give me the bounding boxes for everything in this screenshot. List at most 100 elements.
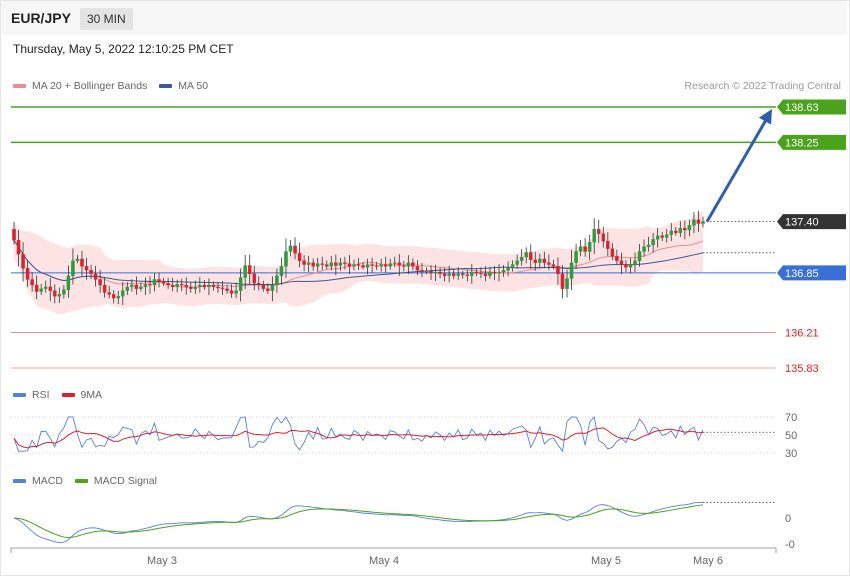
x-axis-label: May 6: [693, 555, 723, 567]
legend-swatch-9ma: [61, 393, 75, 397]
legend-label-ma20: MA 20 + Bollinger Bands: [32, 80, 148, 92]
candle-body: [574, 251, 578, 263]
candle-body: [238, 277, 243, 291]
candle-body: [583, 246, 587, 252]
candle-body: [225, 288, 229, 291]
candle-body: [642, 246, 646, 252]
candle-body: [547, 262, 551, 265]
candle-body: [628, 264, 633, 268]
candle-body: [98, 279, 102, 286]
candle-body: [619, 260, 624, 265]
legend-label-ma50: MA 50: [178, 80, 209, 92]
macd-tick-label: -0: [785, 539, 795, 551]
candle-body: [506, 268, 510, 271]
candle-body: [655, 235, 660, 240]
candle-body: [501, 269, 506, 273]
candle-body: [379, 264, 383, 267]
forecast-arrow-shaft: [705, 119, 768, 223]
candle-body: [43, 286, 48, 289]
candle-body: [53, 290, 57, 297]
candle-body: [470, 271, 474, 276]
x-axis-label: May 4: [369, 555, 399, 567]
candle-body: [175, 283, 179, 288]
candle-body: [637, 251, 642, 261]
legend-swatch-ma50: [159, 84, 173, 88]
candle-body: [483, 273, 488, 276]
candle-body: [479, 272, 483, 275]
candle-body: [75, 258, 80, 261]
candle-body: [551, 264, 556, 267]
candle-body: [293, 245, 297, 254]
candle-body: [130, 284, 134, 288]
candle-body: [370, 264, 374, 266]
rsi-legend: RSI 9MA: [13, 389, 114, 401]
legend-label-9ma: 9MA: [80, 389, 103, 401]
candle-body: [538, 258, 542, 263]
credit-text: Research © 2022 Trading Central: [684, 80, 841, 92]
candle-body: [569, 262, 574, 279]
timestamp: Thursday, May 5, 2022 12:10:25 PM CET: [13, 42, 234, 56]
candle-body: [315, 263, 320, 267]
candle-body: [415, 266, 420, 271]
candle-body: [48, 286, 53, 291]
candle-body: [624, 264, 628, 268]
candle-body: [606, 241, 610, 249]
candle-body: [266, 288, 270, 291]
candle-body: [170, 284, 175, 288]
rsi-line: [13, 416, 704, 453]
legend-swatch-macd: [13, 479, 26, 483]
candle-body: [420, 269, 424, 273]
candle-body: [121, 290, 125, 297]
legend-macd: MACD: [13, 475, 63, 487]
macd-signal-line: [13, 504, 704, 539]
x-axis-label: May 5: [591, 555, 621, 567]
candle-body: [279, 266, 284, 276]
timeframe-button[interactable]: 30 MIN: [80, 8, 133, 30]
candle-body: [89, 269, 93, 275]
candle-body: [25, 268, 30, 280]
legend-rsi: RSI: [13, 389, 50, 401]
candle-body: [411, 262, 415, 267]
candle-body: [601, 233, 606, 242]
legend-macd-signal: MACD Signal: [74, 475, 157, 487]
candle-body: [352, 264, 356, 267]
candle-body: [252, 273, 256, 284]
level-label: 136.85: [785, 268, 819, 280]
candle-body: [406, 262, 411, 267]
candle-body: [202, 284, 207, 288]
candle-body: [646, 244, 651, 247]
candle-body: [529, 252, 533, 261]
candle-body: [297, 253, 302, 261]
candle-body: [615, 255, 619, 261]
candle-body: [397, 262, 402, 266]
candle-body: [388, 263, 392, 267]
candle-body: [402, 265, 406, 267]
rsi-panel: 70 50 30: [11, 412, 797, 460]
candle-body: [62, 289, 66, 295]
candle-body: [433, 271, 438, 274]
candle-body: [184, 284, 188, 288]
legend-label-macd: MACD: [32, 475, 63, 487]
candle-body: [678, 228, 683, 233]
level-tag: [777, 265, 846, 281]
candle-body: [102, 284, 107, 293]
candle-body: [587, 242, 592, 252]
candle-body: [556, 266, 560, 275]
candle-body: [542, 258, 547, 263]
candle-body: [161, 281, 166, 284]
candle-body: [275, 275, 279, 286]
candle-body: [474, 271, 479, 274]
legend-label-macd-signal: MACD Signal: [93, 475, 157, 487]
candle-body: [16, 240, 21, 255]
candle-body: [270, 284, 275, 291]
level-label: 135.83: [785, 363, 819, 375]
candle-body: [84, 266, 89, 271]
candle-body: [311, 262, 315, 267]
level-tag: [777, 99, 846, 115]
candle-body: [216, 286, 220, 289]
rsi-ma-line: [13, 427, 704, 449]
legend-swatch-macd-signal: [74, 479, 88, 483]
candle-body: [383, 264, 388, 267]
candle-body: [261, 284, 266, 289]
x-axis: May 3 May 4 May 5 May 6: [10, 547, 777, 567]
